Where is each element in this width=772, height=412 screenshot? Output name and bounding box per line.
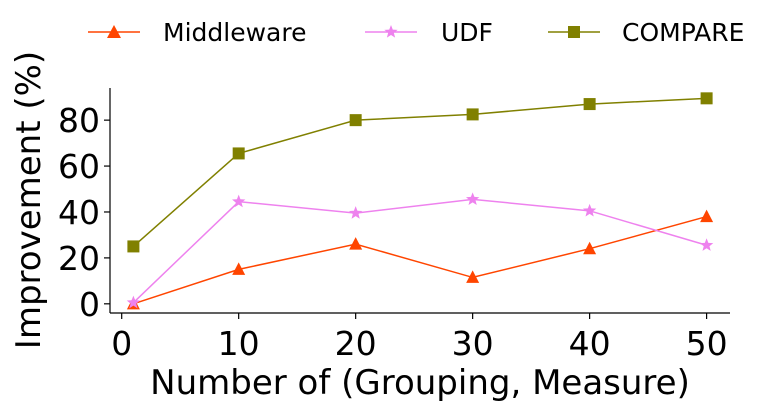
legend-label-middleware: Middleware xyxy=(163,18,306,47)
legend-marker-middleware xyxy=(107,25,121,38)
data-point-udf xyxy=(699,238,714,251)
data-point-udf xyxy=(126,295,141,309)
legend: Middleware UDF COMPARE xyxy=(88,18,744,47)
legend-marker-udf xyxy=(384,25,398,38)
data-point-middleware xyxy=(583,241,597,255)
data-point-compare xyxy=(700,92,713,105)
y-tick-label: 40 xyxy=(58,193,100,232)
data-point-compare xyxy=(583,98,596,111)
legend-item-middleware: Middleware xyxy=(88,18,306,47)
data-point-udf xyxy=(465,192,480,206)
data-point-udf xyxy=(349,206,363,219)
x-ticks: 0 10 20 30 40 50 xyxy=(111,313,728,363)
legend-item-compare: COMPARE xyxy=(548,18,744,47)
y-tick-label: 60 xyxy=(58,147,100,186)
y-tick-label: 80 xyxy=(58,101,100,140)
y-axis-title: Improvement (%) xyxy=(9,51,49,349)
x-tick-label: 40 xyxy=(569,324,611,363)
x-axis-title: Number of (Grouping, Measure) xyxy=(150,363,690,403)
x-tick-label: 0 xyxy=(111,324,132,363)
y-tick-label: 20 xyxy=(58,239,100,278)
legend-label-udf: UDF xyxy=(441,18,493,47)
x-tick-label: 20 xyxy=(335,324,377,363)
data-point-middleware xyxy=(349,237,363,250)
series-line-middleware xyxy=(133,215,707,305)
x-tick-label: 30 xyxy=(452,324,494,363)
data-point-compare xyxy=(466,108,479,121)
legend-marker-compare xyxy=(568,26,580,38)
data-point-udf xyxy=(582,203,597,217)
series-udf xyxy=(126,192,714,309)
x-tick-label: 50 xyxy=(686,324,728,363)
data-point-middleware xyxy=(232,262,246,275)
data-point-compare xyxy=(349,114,362,127)
series-line-compare xyxy=(132,97,707,247)
data-point-udf xyxy=(232,194,246,208)
data-point-compare xyxy=(232,147,245,160)
x-tick-label: 10 xyxy=(218,324,260,363)
series-layer xyxy=(126,92,714,310)
series-line-udf xyxy=(132,198,707,304)
data-point-compare xyxy=(127,240,140,253)
legend-star-shape xyxy=(384,25,398,38)
data-point-middleware xyxy=(466,270,480,283)
series-compare xyxy=(127,92,713,253)
y-ticks: 0 20 40 60 80 xyxy=(58,101,110,324)
legend-item-udf: UDF xyxy=(365,18,493,47)
legend-label-compare: COMPARE xyxy=(622,18,744,47)
y-tick-label: 0 xyxy=(79,285,100,324)
data-point-middleware xyxy=(700,209,714,223)
